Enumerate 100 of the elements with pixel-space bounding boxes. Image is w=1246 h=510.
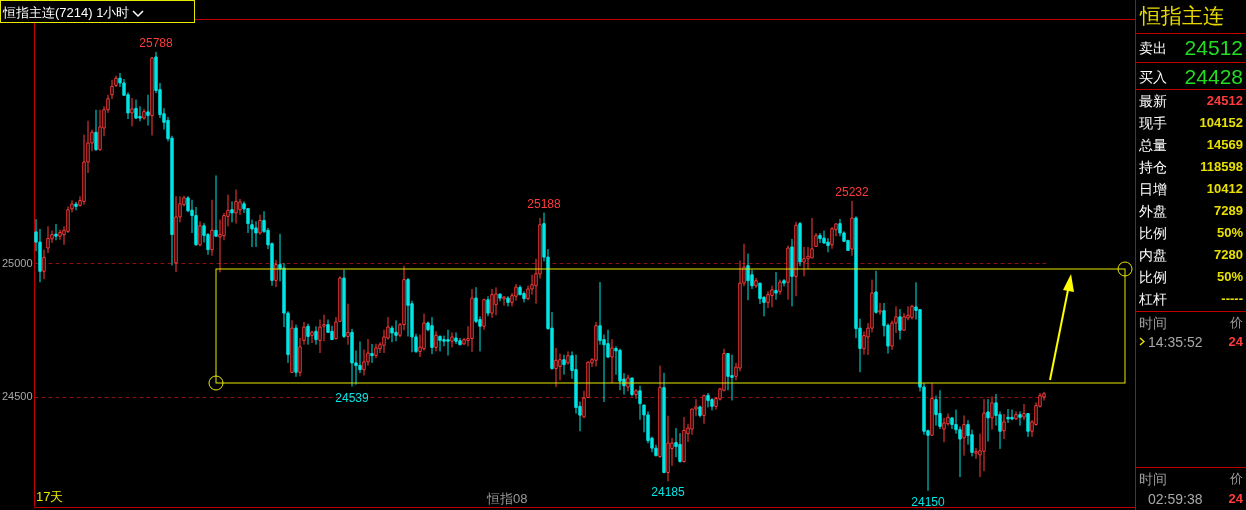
text: 价 [1230,470,1243,488]
candlestick [990,395,994,431]
candlestick [58,229,62,241]
annotation: 24150 [911,494,946,509]
text: 7289 [1214,202,1243,220]
candlestick [146,94,150,127]
candlestick [370,343,374,364]
annotation: 24185 [651,485,686,500]
candlestick [554,347,558,388]
candlestick [74,201,78,211]
text: 24428 [1184,64,1243,91]
candlestick [494,286,498,316]
candlestick [214,174,218,238]
text: 10412 [1206,180,1243,198]
candlestick [446,329,450,356]
text: 日增 [1139,180,1167,198]
candlestick [774,271,778,301]
candlestick [346,303,350,346]
text: 价 [1230,314,1243,332]
candlestick [258,214,262,236]
candlestick [1018,410,1022,427]
candlestick [486,295,490,317]
candlestick [306,323,310,346]
candlestick [130,97,134,127]
candlestick [98,109,102,152]
candlestick [678,432,682,464]
candlestick [490,288,494,319]
candlestick [874,270,878,315]
candlestick [450,331,454,348]
candlestick [1010,409,1014,421]
text: 恒指主连 [1140,3,1224,29]
candlestick [962,414,966,457]
candlestick [522,290,526,303]
text: 104152 [1199,114,1243,132]
text: 24512 [1184,35,1243,62]
candlestick [1026,412,1030,438]
candlestick [42,249,46,280]
candlestick [730,354,734,401]
candlestick [766,290,770,309]
text: 最新 [1139,92,1167,110]
candlestick [746,253,750,301]
text: 02:59:38 [1148,490,1203,508]
text: 内盘 [1139,246,1167,264]
candlestick [210,199,214,257]
candlestick [802,246,806,277]
y-tick-label: 25000 [1,256,33,269]
candlestick [314,325,318,346]
candlestick [638,385,642,421]
text: 时间 [1139,314,1167,332]
annotation: 25188 [527,196,562,211]
candlestick [610,338,614,384]
annotation: 17天 [36,488,64,506]
candlestick [878,302,882,316]
candlestick [274,259,278,288]
dropdown-field: 恒指主连(7214) 1小时 [0,0,195,23]
text: 杠杆 [1139,290,1167,308]
candlestick [974,447,978,460]
text: 14:35:52 [1148,333,1203,351]
candlestick [986,398,990,442]
text: 买入 [1139,68,1167,86]
candlestick [702,394,706,425]
candlestick [230,200,234,223]
text: 卖出 [1139,39,1167,57]
candlestick [254,220,258,248]
candlestick [138,105,142,122]
annotation: 恒指08 [487,490,528,508]
candlestick [942,417,946,443]
candlestick [1022,403,1026,421]
candlestick [46,225,50,254]
annotation: 25788 [139,35,174,50]
candlestick [898,308,902,341]
text: 24512 [1206,92,1243,110]
candlestick [1006,408,1010,424]
text: 118598 [1200,158,1243,176]
text: 7280 [1214,246,1243,264]
text: 50% [1216,224,1243,242]
annotation: 25232 [835,184,870,199]
candlestick [442,335,446,347]
text: 比例 [1139,224,1167,242]
text: 现手 [1139,114,1167,132]
candlestick [234,189,238,225]
candlestick [502,295,506,307]
chart-title: 恒指主连(7214) 1小时 [3,5,130,20]
candlestick [634,388,638,400]
candlestick [430,316,434,355]
text: 总量 [1139,136,1167,154]
text: 24 [1228,490,1243,508]
annotation: 24539 [335,390,370,405]
candlestick [454,331,458,345]
text: 24 [1228,333,1243,351]
candlestick [94,109,98,152]
candlestick [938,389,942,430]
text: 50% [1216,268,1243,286]
y-tick-label: 24500 [1,390,33,403]
candlestick [826,237,830,253]
candlestick [318,319,322,354]
candlestick [54,223,58,241]
text: 14569 [1206,136,1243,154]
text: 持仓 [1139,158,1167,176]
candlestick [394,319,398,342]
